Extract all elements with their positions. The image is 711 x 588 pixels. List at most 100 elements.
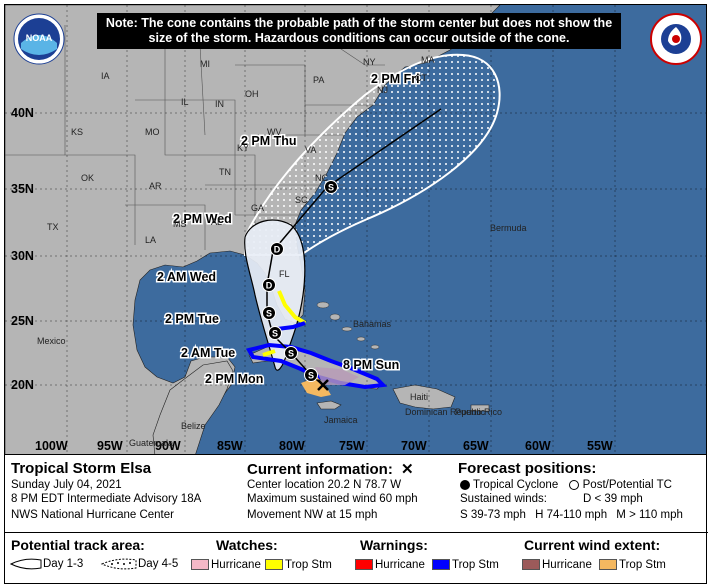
region-label: Dominican Republic	[405, 407, 486, 417]
lon-label: 95W	[97, 439, 123, 453]
lon-label: 100W	[35, 439, 68, 453]
land-jamaica	[316, 400, 342, 410]
state-label: MI	[200, 59, 210, 69]
tropical-cyclone-icon	[460, 479, 470, 490]
nws-logo[interactable]	[650, 13, 702, 65]
s-category: S 39-73 mph	[460, 509, 526, 521]
storm-date: Sunday July 04, 2021	[11, 479, 122, 491]
d-category: D < 39 mph	[583, 493, 643, 505]
forecast-symbols: Tropical Cyclone Post/Potential TC	[460, 479, 672, 491]
state-label: FL	[279, 269, 290, 279]
info-panel: Tropical Storm Elsa Sunday July 04, 2021…	[4, 455, 708, 584]
storm-center: NWS National Hurricane Center	[11, 509, 174, 521]
track-time-label: 2 PM Mon	[205, 372, 263, 386]
forecast-marker: S	[262, 306, 276, 320]
region-label: Belize	[181, 421, 206, 431]
forecast-marker-symbol: D	[274, 245, 281, 255]
state-label: CT	[415, 73, 427, 83]
forecast-marker-symbol: S	[266, 309, 272, 319]
current-location: Center location 20.2 N 78.7 W	[247, 479, 402, 491]
watch-ts: Trop Stm	[265, 559, 332, 571]
state-label: OH	[245, 89, 259, 99]
current-movement: Movement NW at 15 mph	[247, 509, 378, 521]
day13-swatch-icon	[9, 558, 42, 570]
track-time-label: 8 PM Sun	[343, 358, 399, 372]
state-label: PA	[313, 75, 324, 85]
land-puerto-rico	[470, 404, 490, 412]
lat-label: 25N	[11, 314, 34, 328]
hurricane-watch-label: Hurricane	[211, 559, 261, 571]
state-label: LA	[145, 235, 156, 245]
lat-label: 40N	[11, 106, 34, 120]
state-label: TX	[47, 222, 59, 232]
region-label: Mexico	[37, 336, 66, 346]
wind-extent-heading: Current wind extent:	[524, 537, 661, 553]
wind-ts: Trop Stm	[599, 559, 666, 571]
state-label: MS	[173, 219, 187, 229]
lon-label: 75W	[339, 439, 365, 453]
legend-divider	[5, 532, 708, 533]
sustained-winds-label: Sustained winds:	[460, 493, 547, 505]
forecast-marker-symbol: S	[308, 371, 314, 381]
legend-day45: Day 4-5	[100, 556, 178, 572]
current-wind: Maximum sustained wind 60 mph	[247, 493, 418, 505]
ts-warning-keys	[276, 321, 306, 331]
cone-day-4-5	[244, 53, 501, 256]
state-label: IL	[181, 97, 189, 107]
state-label: MA	[421, 55, 435, 65]
state-label: AR	[149, 181, 162, 191]
wind-categories: S 39-73 mph H 74-110 mph M > 110 mph	[460, 509, 683, 521]
state-label: KY	[237, 143, 249, 153]
hurricane-watch-swatch	[191, 559, 209, 571]
forecast-marker-symbol: S	[328, 183, 334, 193]
forecast-marker: D	[262, 278, 276, 292]
forecast-marker: S	[324, 180, 338, 194]
track-time-label: 2 PM Thu	[241, 134, 297, 148]
land-yucatan	[152, 360, 234, 454]
watches-heading: Watches:	[216, 537, 278, 553]
forecast-marker: S	[268, 326, 282, 340]
region-label: Jamaica	[324, 415, 358, 425]
state-label: NY	[363, 57, 376, 67]
hurricane-wind-swatch	[522, 559, 540, 571]
state-label: KS	[71, 127, 83, 137]
ts-wind-swatch	[599, 559, 617, 571]
m-category: M > 110 mph	[616, 509, 683, 521]
state-label: NJ	[377, 85, 388, 95]
day13-label: Day 1-3	[43, 558, 84, 571]
land-hispaniola	[392, 384, 456, 410]
state-label: IA	[101, 71, 110, 81]
lon-label: 85W	[217, 439, 243, 453]
wind-extent-ts	[301, 377, 331, 397]
state-label: WV	[267, 127, 282, 137]
forecast-marker-symbol: S	[288, 349, 294, 359]
post-tc-label: Post/Potential TC	[582, 479, 672, 491]
lon-label: 65W	[463, 439, 489, 453]
state-label: VA	[305, 145, 316, 155]
hurricane-warning-swatch	[355, 559, 373, 571]
current-heading: Current information: ✕	[247, 460, 414, 478]
forecast-marker: S	[304, 368, 318, 382]
lon-label: 60W	[525, 439, 551, 453]
state-label: OK	[81, 173, 94, 183]
track-labels: 8 PM Sun 2 PM Mon 2 AM Tue 2 PM Tue 2 AM Wed…	[156, 71, 422, 388]
noaa-logo[interactable]: NOAA	[13, 13, 65, 65]
warning-ts: Trop Stm	[432, 559, 499, 571]
current-position-marker	[317, 379, 329, 391]
state-label: GA	[251, 203, 264, 213]
lon-label: 90W	[155, 439, 181, 453]
track-time-label: 2 PM Wed	[173, 212, 232, 226]
legend-day13: Day 1-3	[9, 556, 83, 572]
ts-warning-cuba	[245, 342, 388, 390]
forecast-heading: Forecast positions:	[458, 460, 597, 477]
warnings-heading: Warnings:	[360, 537, 428, 553]
region-label: Bermuda	[490, 223, 527, 233]
region-label: Bahamas	[353, 319, 392, 329]
track-time-label: 2 AM Tue	[181, 346, 235, 360]
track-time-label: 2 PM Fri	[371, 72, 420, 86]
region-label: Puerto Rico	[455, 407, 502, 417]
ts-watch-florida	[262, 290, 307, 357]
state-label: MO	[145, 127, 160, 137]
